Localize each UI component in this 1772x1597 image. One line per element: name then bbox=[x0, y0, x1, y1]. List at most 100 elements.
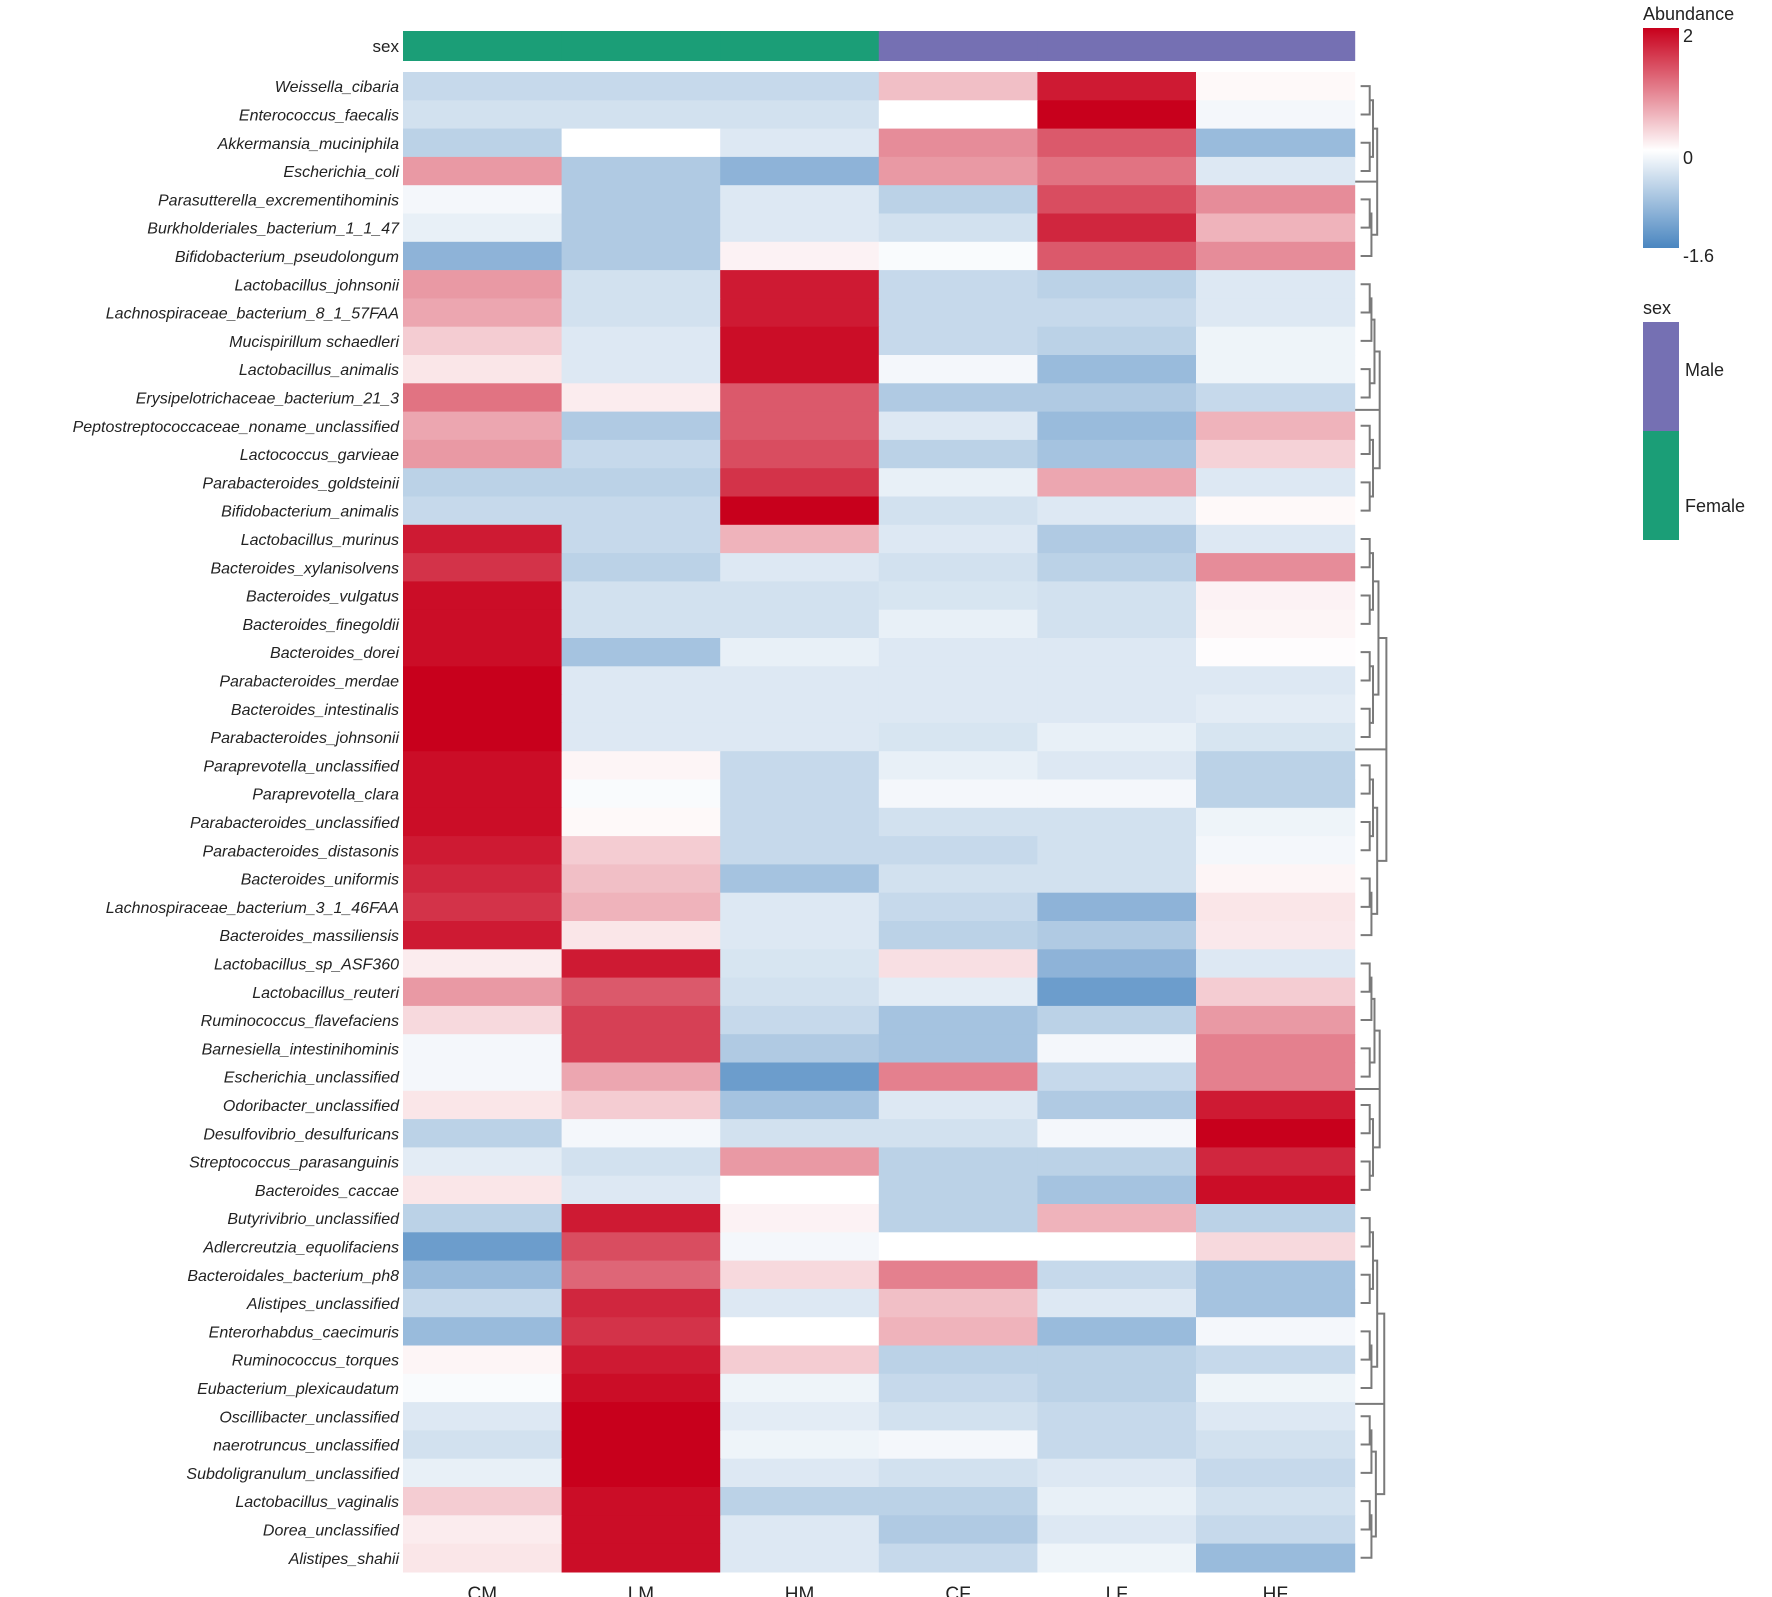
heatmap-cell bbox=[561, 241, 721, 271]
heatmap-cell bbox=[1037, 1458, 1197, 1488]
heatmap-cell bbox=[878, 1232, 1038, 1262]
dendrogram-branch bbox=[1360, 283, 1371, 314]
heatmap-cell bbox=[1196, 638, 1356, 667]
heatmap-cell bbox=[878, 892, 1038, 922]
heatmap-cell bbox=[1196, 1175, 1356, 1205]
heatmap-cell bbox=[1196, 892, 1356, 922]
heatmap-cell bbox=[720, 836, 880, 865]
heatmap-cell bbox=[403, 553, 563, 582]
row-label: Odoribacter_unclassified bbox=[223, 1098, 400, 1115]
heatmap-cell bbox=[720, 1119, 880, 1148]
heatmap-cell bbox=[1037, 1147, 1197, 1177]
heatmap-cell bbox=[403, 524, 563, 554]
heatmap-cell bbox=[1037, 864, 1197, 894]
dendrogram-branch bbox=[1369, 1231, 1375, 1290]
heatmap-cell bbox=[1037, 1204, 1197, 1233]
heatmap-cell bbox=[1037, 1402, 1197, 1431]
heatmap-cell bbox=[720, 666, 880, 696]
heatmap-cell bbox=[878, 100, 1038, 130]
row-label: Escherichia_coli bbox=[283, 164, 399, 181]
heatmap-cell bbox=[1196, 807, 1356, 837]
heatmap-cell bbox=[720, 1260, 880, 1290]
heatmap-cell bbox=[1196, 1288, 1356, 1318]
heatmap-cell bbox=[720, 977, 880, 1007]
heatmap-cell bbox=[1196, 1260, 1356, 1290]
row-label: Desulfovibrio_desulfuricans bbox=[203, 1126, 399, 1143]
row-label: Oscillibacter_unclassified bbox=[219, 1409, 400, 1426]
heatmap-cell bbox=[878, 1175, 1038, 1205]
heatmap-cell bbox=[561, 949, 721, 979]
heatmap-cell bbox=[561, 1119, 721, 1148]
heatmap-cell bbox=[403, 326, 563, 356]
heatmap-cell bbox=[878, 355, 1038, 384]
row-label: Bacteroidales_bacterium_ph8 bbox=[187, 1268, 399, 1285]
sex-annotation-cell bbox=[1196, 31, 1356, 61]
row-label: Enterococcus_faecalis bbox=[239, 107, 399, 124]
heatmap-cell bbox=[878, 496, 1038, 526]
heatmap-cell bbox=[1037, 892, 1197, 922]
column-label: CM bbox=[468, 1584, 498, 1597]
heatmap-cell bbox=[878, 1345, 1038, 1375]
heatmap-cell bbox=[561, 609, 721, 639]
heatmap-cell bbox=[878, 1005, 1038, 1035]
heatmap-cell bbox=[1196, 1034, 1356, 1064]
heatmap-cell bbox=[1037, 1430, 1197, 1460]
heatmap-cell bbox=[561, 128, 721, 158]
heatmap-cell bbox=[403, 836, 563, 865]
heatmap-cell bbox=[1196, 496, 1356, 526]
heatmap-cell bbox=[1037, 411, 1197, 441]
heatmap-cell bbox=[720, 751, 880, 781]
heatmap-cell bbox=[403, 1034, 563, 1064]
heatmap-cell bbox=[720, 921, 880, 950]
heatmap-cell bbox=[878, 1373, 1038, 1403]
heatmap-cell bbox=[403, 864, 563, 894]
row-label: Barnesiella_intestinihominis bbox=[202, 1041, 399, 1058]
heatmap-cell bbox=[720, 864, 880, 894]
heatmap-cell bbox=[403, 1515, 563, 1545]
heatmap-cell bbox=[561, 1005, 721, 1035]
heatmap-cell bbox=[561, 1345, 721, 1375]
heatmap-cell bbox=[403, 213, 563, 243]
heatmap-cell bbox=[403, 1458, 563, 1488]
heatmap-cell bbox=[1037, 836, 1197, 865]
dendrogram-branch bbox=[1369, 552, 1375, 611]
heatmap-cell bbox=[878, 156, 1038, 186]
heatmap-cell bbox=[1196, 1062, 1356, 1092]
heatmap-cell bbox=[1037, 1373, 1197, 1403]
color-legend: Abundance 2 0 -1.6 sex Male Female bbox=[1643, 4, 1745, 540]
heatmap-cell bbox=[403, 383, 563, 413]
heatmap-cell bbox=[403, 1430, 563, 1460]
heatmap-cell bbox=[1196, 524, 1356, 554]
row-label: Akkermansia_muciniphila bbox=[217, 136, 400, 153]
heatmap-cell bbox=[561, 1317, 721, 1347]
heatmap-cell bbox=[1037, 1232, 1197, 1262]
heatmap-cell bbox=[403, 1062, 563, 1092]
heatmap-cell bbox=[1037, 638, 1197, 667]
row-label: Bacteroides_uniformis bbox=[241, 872, 399, 889]
heatmap-cell bbox=[403, 100, 563, 130]
row-label: Parabacteroides_goldsteinii bbox=[202, 475, 399, 492]
heatmap-cell bbox=[878, 779, 1038, 809]
heatmap-cell bbox=[720, 949, 880, 979]
heatmap-cell bbox=[403, 779, 563, 809]
heatmap-cell bbox=[720, 1317, 880, 1347]
heatmap-cell bbox=[403, 185, 563, 215]
heatmap-cell bbox=[878, 1147, 1038, 1177]
heatmap-cell bbox=[720, 1288, 880, 1318]
heatmap-cell bbox=[403, 1260, 563, 1290]
column-label: HM bbox=[785, 1584, 815, 1597]
heatmap-cell bbox=[1037, 807, 1197, 837]
dendrogram-branch bbox=[1369, 99, 1375, 158]
heatmap-cell bbox=[1196, 383, 1356, 413]
heatmap-cell bbox=[720, 241, 880, 271]
row-label: Bacteroides_vulgatus bbox=[246, 589, 399, 606]
heatmap-cell bbox=[878, 1487, 1038, 1516]
heatmap-cell bbox=[561, 439, 721, 469]
row-label: naerotruncus_unclassified bbox=[213, 1438, 400, 1455]
heatmap-cell bbox=[720, 1345, 880, 1375]
heatmap-cell bbox=[1196, 1005, 1356, 1035]
heatmap-cell bbox=[1196, 609, 1356, 639]
sex-annotation-cell bbox=[720, 31, 880, 61]
heatmap-cell bbox=[1196, 1458, 1356, 1488]
heatmap-cell bbox=[561, 581, 721, 611]
